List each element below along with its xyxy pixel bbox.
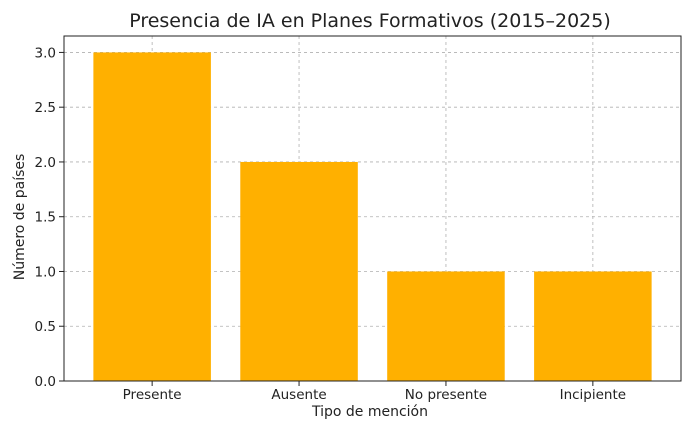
y-tick-label: 1.5	[35, 210, 56, 226]
y-tick-label: 1.0	[35, 264, 56, 280]
axes	[63, 35, 682, 382]
y-tick-label: 3.0	[35, 45, 56, 61]
x-axis-label: Tipo de mención	[311, 404, 428, 420]
bar-presente	[93, 52, 211, 382]
y-tick-label: 0.0	[35, 374, 56, 390]
x-tick-label: Presente	[123, 387, 182, 403]
y-axis-ticks: 0.0 0.5 1.0 1.5 2.0 2.5 3.0	[35, 45, 64, 390]
x-axis-ticks: Presente Ausente No presente Incipiente	[123, 381, 626, 403]
plot-frame	[63, 35, 682, 382]
y-tick-label: 0.5	[35, 319, 56, 335]
y-tick-label: 2.0	[35, 155, 56, 171]
x-tick-label: Ausente	[271, 387, 326, 403]
y-tick-label: 2.5	[35, 100, 56, 116]
x-tick-label: No presente	[405, 387, 487, 403]
y-axis-label: Número de países	[12, 154, 28, 281]
bar-ausente	[240, 161, 358, 381]
bar-no-presente	[387, 271, 505, 381]
bars	[93, 52, 652, 382]
x-tick-label: Incipiente	[560, 387, 627, 403]
bar-incipiente	[534, 271, 652, 381]
chart-title: Presencia de IA en Planes Formativos (20…	[129, 10, 611, 32]
